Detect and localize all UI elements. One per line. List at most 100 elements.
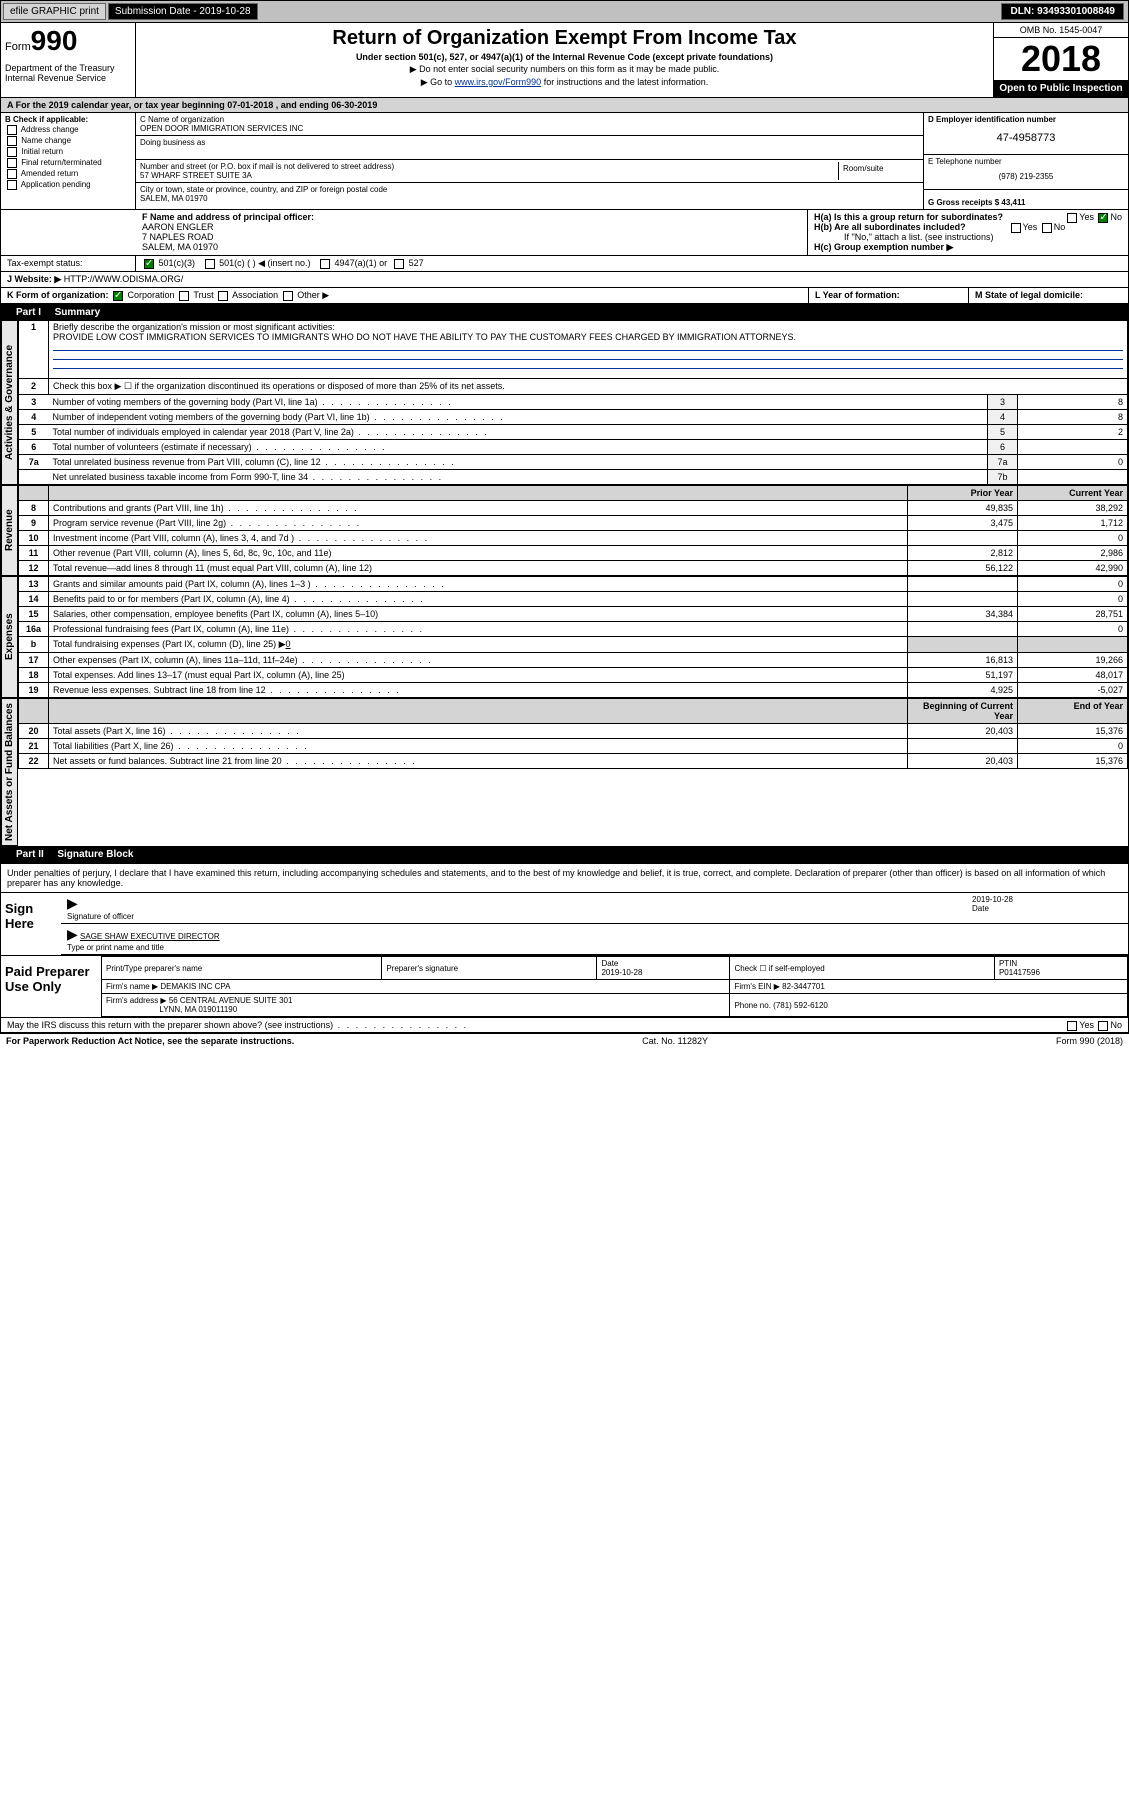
check-name-change[interactable]: Name change <box>5 136 131 146</box>
check-501c3[interactable] <box>144 259 154 269</box>
line-20-cy: 15,376 <box>1018 724 1128 739</box>
line-9: Program service revenue (Part VIII, line… <box>49 516 908 531</box>
line-8-py: 49,835 <box>908 501 1018 516</box>
line-10-cy: 0 <box>1018 531 1128 546</box>
line-20-py: 20,403 <box>908 724 1018 739</box>
check-corporation[interactable] <box>113 291 123 301</box>
subtitle-1: Under section 501(c), 527, or 4947(a)(1)… <box>140 52 989 62</box>
city-state-zip: SALEM, MA 01970 <box>140 194 208 203</box>
current-year-header: Current Year <box>1069 488 1123 498</box>
city-label: City or town, state or province, country… <box>140 185 387 194</box>
part1-header: Part I Summary <box>0 305 1129 320</box>
sig-date: 2019-10-28 <box>972 895 1013 904</box>
line-16a-py <box>908 622 1018 637</box>
gross-receipts: G Gross receipts $ 43,411 <box>928 198 1025 207</box>
line-12: Total revenue—add lines 8 through 11 (mu… <box>49 561 908 576</box>
form-version: Form 990 (2018) <box>1056 1036 1123 1046</box>
sig-officer-label: Signature of officer <box>67 912 134 921</box>
ein-value: 47-4958773 <box>928 124 1124 152</box>
check-final-return[interactable]: Final return/terminated <box>5 158 131 168</box>
check-4947[interactable] <box>320 259 330 269</box>
line-13-cy: 0 <box>1018 577 1128 592</box>
efile-link[interactable]: efile GRAPHIC print <box>3 3 106 20</box>
check-527[interactable] <box>394 259 404 269</box>
website-label: J Website: ▶ <box>7 274 61 284</box>
line-7b-value <box>1018 470 1128 485</box>
line-10: Investment income (Part VIII, column (A)… <box>49 531 908 546</box>
discuss-no[interactable] <box>1098 1021 1108 1031</box>
line-14-cy: 0 <box>1018 592 1128 607</box>
line-18: Total expenses. Add lines 13–17 (must eq… <box>49 668 908 683</box>
line-6-value <box>1018 440 1128 455</box>
department-label: Department of the Treasury Internal Reve… <box>5 63 131 83</box>
subtitle-3: ▶ Go to www.irs.gov/Form990 for instruct… <box>140 77 989 88</box>
ptin-value: P01417596 <box>999 968 1040 977</box>
line-19-py: 4,925 <box>908 683 1018 698</box>
begin-year-header: Beginning of Current Year <box>923 701 1013 721</box>
check-other[interactable] <box>283 291 293 301</box>
check-app-pending[interactable]: Application pending <box>5 180 131 190</box>
line-17-cy: 19,266 <box>1018 653 1128 668</box>
line-17-py: 16,813 <box>908 653 1018 668</box>
tax-exempt-label: Tax-exempt status: <box>1 256 136 271</box>
website-url[interactable]: HTTP://WWW.ODISMA.ORG/ <box>64 274 184 284</box>
line-11: Other revenue (Part VIII, column (A), li… <box>49 546 908 561</box>
line-5-value: 2 <box>1018 425 1128 440</box>
line-15: Salaries, other compensation, employee b… <box>49 607 908 622</box>
line-21: Total liabilities (Part X, line 26) <box>49 739 908 754</box>
line-15-cy: 28,751 <box>1018 607 1128 622</box>
discuss-label: May the IRS discuss this return with the… <box>7 1020 468 1030</box>
line-3-value: 8 <box>1018 395 1128 410</box>
check-address-change[interactable]: Address change <box>5 125 131 135</box>
form-header: Form990 Department of the Treasury Inter… <box>0 23 1129 98</box>
sidebar-expenses: Expenses <box>1 576 18 698</box>
line-11-cy: 2,986 <box>1018 546 1128 561</box>
line-15-py: 34,384 <box>908 607 1018 622</box>
officer-addr2: SALEM, MA 01970 <box>142 242 218 252</box>
inspection-label: Open to Public Inspection <box>994 80 1128 97</box>
telephone-value: (978) 219-2355 <box>928 166 1124 187</box>
sidebar-net-assets: Net Assets or Fund Balances <box>1 698 18 846</box>
line-16a: Professional fundraising fees (Part IX, … <box>49 622 908 637</box>
officer-name-title: SAGE SHAW EXECUTIVE DIRECTOR <box>80 932 220 941</box>
mission-text: PROVIDE LOW COST IMMIGRATION SERVICES TO… <box>53 332 796 342</box>
line-19-cy: -5,027 <box>1018 683 1128 698</box>
line-22: Net assets or fund balances. Subtract li… <box>49 754 908 769</box>
year-formation-label: L Year of formation: <box>815 290 900 300</box>
subtitle-2: ▶ Do not enter social security numbers o… <box>140 64 989 75</box>
check-501c[interactable] <box>205 259 215 269</box>
line-21-py <box>908 739 1018 754</box>
catalog-number: Cat. No. 11282Y <box>642 1036 708 1046</box>
line-4-value: 8 <box>1018 410 1128 425</box>
end-year-header: End of Year <box>1074 701 1123 711</box>
line-10-py <box>908 531 1018 546</box>
line-9-cy: 1,712 <box>1018 516 1128 531</box>
sidebar-revenue: Revenue <box>1 485 18 576</box>
line-4: Number of independent voting members of … <box>49 410 988 425</box>
check-trust[interactable] <box>179 291 189 301</box>
address-label: Number and street (or P.O. box if mail i… <box>140 162 394 171</box>
state-domicile-label: M State of legal domicile: <box>975 290 1083 300</box>
entity-info: B Check if applicable: Address change Na… <box>0 113 1129 210</box>
top-bar: efile GRAPHIC print Submission Date - 20… <box>0 0 1129 23</box>
check-amended[interactable]: Amended return <box>5 169 131 179</box>
mission-label: Briefly describe the organization's miss… <box>53 322 335 332</box>
officer-label: F Name and address of principal officer: <box>142 212 314 222</box>
org-name-label: C Name of organization <box>140 115 224 124</box>
prep-name-header: Print/Type preparer's name <box>102 957 382 980</box>
sidebar-governance: Activities & Governance <box>1 320 18 485</box>
line-12-cy: 42,990 <box>1018 561 1128 576</box>
check-association[interactable] <box>218 291 228 301</box>
line-14: Benefits paid to or for members (Part IX… <box>49 592 908 607</box>
telephone-label: E Telephone number <box>928 157 1002 166</box>
self-employed-check[interactable]: Check ☐ if self-employed <box>730 957 995 980</box>
check-initial-return[interactable]: Initial return <box>5 147 131 157</box>
line-7b: Net unrelated business taxable income fr… <box>49 470 988 485</box>
line-3: Number of voting members of the governin… <box>49 395 988 410</box>
discuss-yes[interactable] <box>1067 1021 1077 1031</box>
room-suite-label: Room/suite <box>839 162 919 180</box>
ein-label: D Employer identification number <box>928 115 1056 124</box>
org-name: OPEN DOOR IMMIGRATION SERVICES INC <box>140 124 303 133</box>
prior-year-header: Prior Year <box>971 488 1013 498</box>
irs-link[interactable]: www.irs.gov/Form990 <box>455 77 542 87</box>
